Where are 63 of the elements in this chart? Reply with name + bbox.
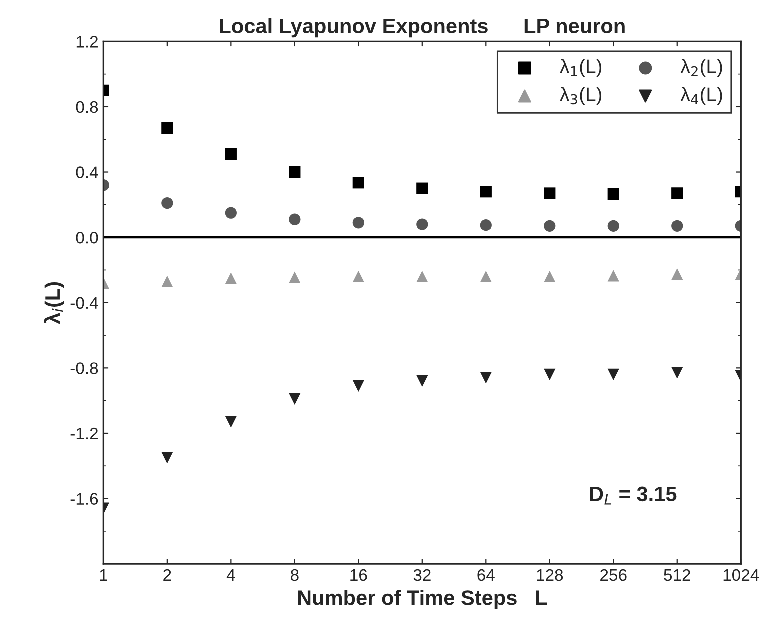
point <box>608 188 620 200</box>
point <box>480 270 492 283</box>
annotation: D$_{L}$ = 3.15 <box>590 486 677 505</box>
point <box>672 188 684 200</box>
point <box>416 375 428 388</box>
point <box>416 182 428 194</box>
point <box>162 452 174 464</box>
legend-label: λ$_{2}$(L) <box>680 59 722 78</box>
x-tick-label: 1 <box>100 570 108 582</box>
point <box>608 368 620 381</box>
point <box>544 270 556 283</box>
legend-label: λ$_{3}$(L) <box>560 87 602 106</box>
point <box>162 122 174 134</box>
x-tick-label: 2 <box>164 569 172 582</box>
point <box>289 214 301 226</box>
x-tick-label: 256 <box>600 569 627 582</box>
legend-label: λ$_{1}$(L) <box>560 59 602 78</box>
point <box>480 372 492 384</box>
y-axis-title: λ$_{i}$(L) <box>44 282 64 324</box>
point <box>289 272 301 284</box>
point <box>162 197 174 210</box>
x-tick-label: 8 <box>291 569 299 582</box>
point <box>608 220 620 232</box>
y-tick-label: 1.2 <box>76 36 98 48</box>
y-tick-label: 0.4 <box>76 166 98 178</box>
point <box>416 218 428 230</box>
point <box>544 188 556 200</box>
x-axis-title: Number of Time Steps L <box>298 590 548 610</box>
point <box>162 276 174 288</box>
y-tick-label: -1.6 <box>70 493 98 505</box>
point <box>352 380 364 392</box>
x-tick-label: 128 <box>537 569 564 582</box>
point <box>480 220 492 232</box>
chart-title: Local Lyapunov Exponents LP neuron <box>220 18 625 38</box>
point <box>225 207 237 219</box>
point <box>672 220 684 232</box>
point <box>225 272 237 284</box>
x-tick-label: 4 <box>226 570 236 582</box>
legend-label: λ$_{4}$(L) <box>680 87 722 106</box>
x-tick-label: 16 <box>350 569 368 582</box>
y-tick-label: -0.8 <box>70 362 98 374</box>
x-tick-label: 64 <box>478 569 495 582</box>
point <box>352 217 364 229</box>
x-tick-label: 1024 <box>724 569 760 582</box>
point <box>289 166 301 178</box>
y-tick-label: -0.4 <box>70 297 98 310</box>
point <box>352 270 364 283</box>
point <box>544 220 556 232</box>
point <box>672 268 684 280</box>
point <box>480 186 492 198</box>
point <box>672 367 684 379</box>
y-tick-label: 0.0 <box>76 232 98 244</box>
y-tick-label: -1.2 <box>70 428 98 440</box>
x-tick-label: 512 <box>664 569 690 582</box>
point <box>544 368 556 381</box>
point <box>225 148 237 160</box>
point <box>289 393 301 406</box>
x-tick-label: 32 <box>414 569 431 582</box>
point <box>416 270 428 283</box>
y-tick-label: 0.8 <box>76 101 98 114</box>
point <box>608 270 620 282</box>
point <box>352 177 364 189</box>
point <box>225 416 237 428</box>
